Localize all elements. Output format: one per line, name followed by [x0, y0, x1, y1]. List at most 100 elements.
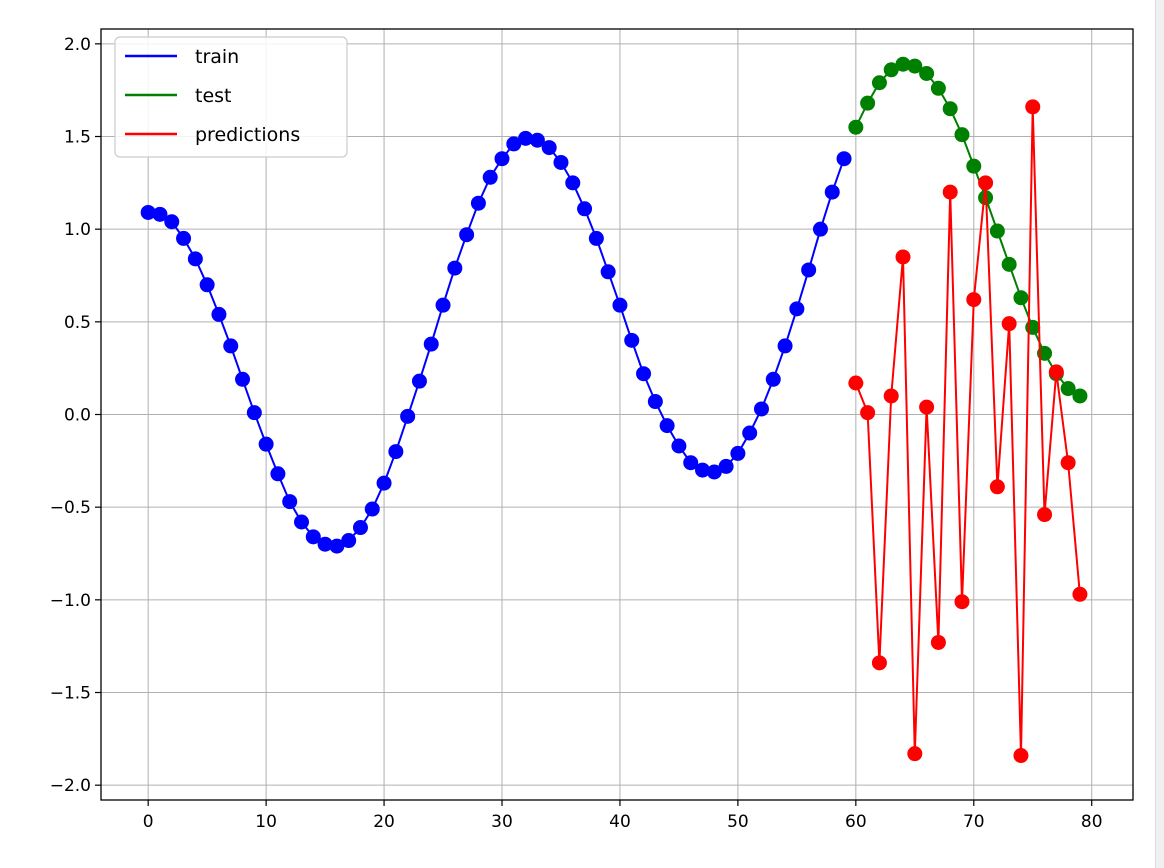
data-point-test [954, 127, 970, 143]
data-point-test [1001, 256, 1017, 272]
data-point-test [871, 75, 887, 91]
data-point-train [447, 260, 463, 276]
data-point-train [588, 230, 604, 246]
data-point-train [482, 169, 498, 185]
data-point-train [199, 277, 215, 293]
data-point-train [246, 405, 262, 421]
data-point-train [624, 332, 640, 348]
data-point-train [659, 418, 675, 434]
data-point-train [352, 520, 368, 536]
series-line-predictions [854, 106, 1081, 756]
data-point-train [364, 501, 380, 517]
scrollbar-track[interactable] [1155, 0, 1164, 868]
y-tick-label: 0.0 [64, 406, 91, 426]
data-point-predictions [1037, 507, 1053, 523]
y-tick-label: −0.5 [50, 498, 91, 518]
data-point-train [494, 151, 510, 167]
data-point-train [176, 230, 192, 246]
series-predictions [848, 99, 1088, 764]
data-point-train [718, 458, 734, 474]
data-point-train [636, 366, 652, 382]
data-point-train [777, 338, 793, 354]
data-point-train [317, 536, 333, 552]
data-point-test [989, 223, 1005, 239]
plot-frame [100, 28, 1134, 801]
legend: train test predictions [114, 36, 348, 158]
data-point-test [942, 101, 958, 117]
data-point-train [789, 301, 805, 317]
data-point-predictions [907, 746, 923, 762]
data-point-train [695, 462, 711, 478]
data-point-train [683, 455, 699, 471]
series-layer [140, 56, 1088, 764]
data-point-predictions [1013, 748, 1029, 764]
axis-ticks: 0 10 20 30 40 50 60 70 80 2.0 1.5 1.0 0.5 0.0 −0.5 −1.0… [50, 35, 1103, 832]
data-point-train [223, 338, 239, 354]
data-point-train [211, 306, 227, 322]
data-point-predictions [930, 634, 946, 650]
data-point-train [824, 184, 840, 200]
data-point-predictions [860, 405, 876, 421]
data-point-test [1060, 381, 1076, 397]
data-point-test [930, 80, 946, 96]
data-point-predictions [1048, 364, 1064, 380]
data-point-predictions [966, 292, 982, 308]
x-tick-label: 50 [727, 812, 749, 832]
x-tick-label: 20 [373, 812, 395, 832]
data-point-predictions [942, 184, 958, 200]
y-tick-label: 2.0 [64, 35, 91, 55]
data-point-train [305, 529, 321, 545]
data-point-train [376, 475, 392, 491]
data-point-predictions [1072, 586, 1088, 602]
legend-label-train: train [195, 46, 239, 68]
data-point-train [187, 251, 203, 267]
data-point-train [423, 336, 439, 352]
data-point-test [966, 158, 982, 174]
data-point-predictions [989, 479, 1005, 495]
data-point-train [647, 394, 663, 410]
legend-label-predictions: predictions [195, 124, 300, 146]
data-point-predictions [978, 175, 994, 191]
x-tick-label: 0 [143, 812, 154, 832]
data-point-predictions [1060, 455, 1076, 471]
data-point-train [459, 227, 475, 243]
data-point-train [400, 408, 416, 424]
data-point-train [470, 195, 486, 211]
y-tick-label: 0.5 [64, 313, 91, 333]
y-tick-label: 1.5 [64, 127, 91, 147]
data-point-train [282, 494, 298, 510]
data-point-predictions [919, 399, 935, 415]
legend-box [114, 36, 348, 158]
data-point-train [529, 132, 545, 148]
data-point-predictions [883, 388, 899, 404]
data-point-train [836, 151, 852, 167]
series-train [140, 130, 852, 554]
data-point-train [140, 204, 156, 220]
data-point-train [612, 297, 628, 313]
y-tick-label: −1.5 [50, 684, 91, 704]
data-point-test [919, 65, 935, 81]
data-point-train [164, 214, 180, 230]
data-point-train [411, 373, 427, 389]
y-tick-label: −1.0 [50, 591, 91, 611]
data-point-test [1013, 290, 1029, 306]
x-tick-label: 30 [491, 812, 513, 832]
data-point-train [801, 262, 817, 278]
data-point-predictions [1001, 316, 1017, 332]
data-point-train [235, 371, 251, 387]
data-point-predictions [1025, 99, 1041, 115]
data-point-train [388, 444, 404, 460]
x-tick-label: 80 [1081, 812, 1103, 832]
data-point-train [294, 514, 310, 530]
data-point-test [860, 95, 876, 111]
data-point-predictions [848, 375, 864, 391]
data-point-test [848, 119, 864, 135]
data-point-train [706, 464, 722, 480]
data-point-test [907, 58, 923, 74]
data-point-train [152, 206, 168, 222]
data-point-train [341, 533, 357, 549]
data-point-train [435, 297, 451, 313]
data-point-train [565, 175, 581, 191]
data-point-train [518, 130, 534, 146]
